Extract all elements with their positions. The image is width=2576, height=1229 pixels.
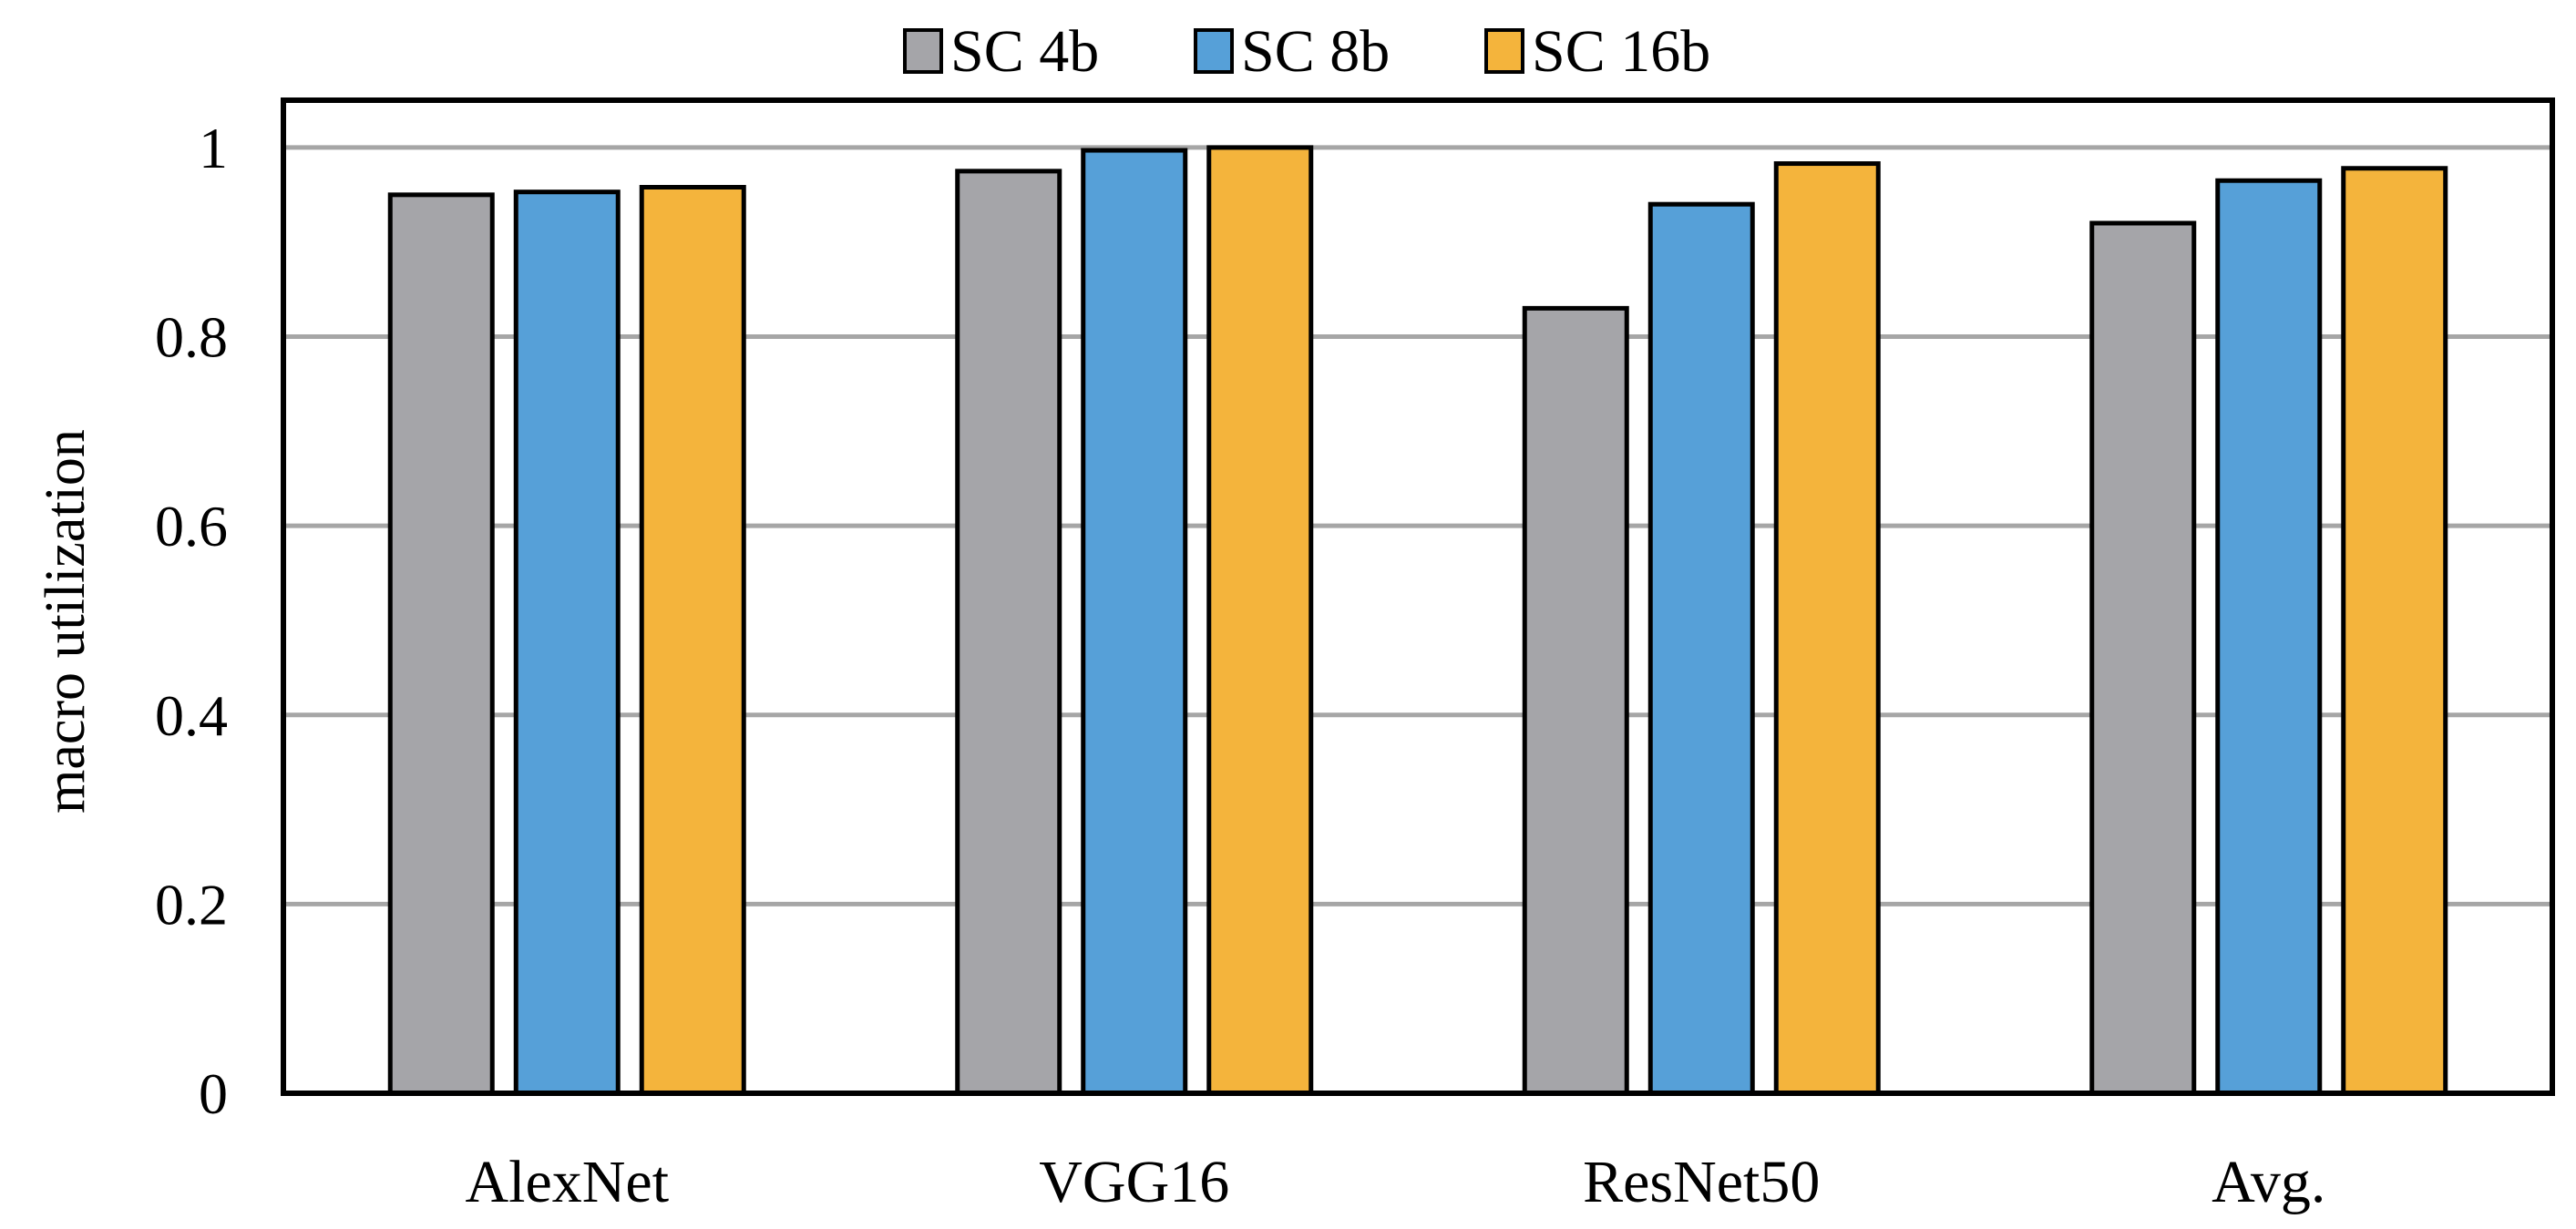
bar-sc-8b-avg: [2215, 178, 2323, 1096]
bar-sc-16b-alexnet: [639, 185, 746, 1096]
legend-label: SC 8b: [1241, 18, 1390, 85]
plot-frame: [281, 97, 2555, 1096]
bar-sc-8b-resnet50: [1647, 201, 1755, 1096]
bar-sc-8b-vgg16: [1081, 148, 1188, 1096]
bars: [387, 145, 2448, 1096]
y-axis-label: macro utilization: [35, 429, 97, 814]
y-tick-label: 0.6: [155, 494, 228, 558]
y-tick-label: 1: [199, 116, 228, 180]
y-tick-label: 0.2: [155, 872, 228, 937]
bar-sc-16b-resnet50: [1773, 161, 1881, 1096]
y-tick-labels: 0 0.2 0.4 0.6 0.8 1: [155, 116, 228, 1126]
y-tick-label: 0: [199, 1061, 228, 1126]
x-tick-label: VGG16: [1039, 1149, 1229, 1215]
bar-sc-4b-resnet50: [1522, 305, 1629, 1096]
x-tick-label: AlexNet: [465, 1149, 669, 1215]
legend-swatch: [903, 28, 943, 74]
legend-swatch: [1194, 28, 1234, 74]
x-tick-label: Avg.: [2212, 1149, 2325, 1215]
y-tick-label: 0.8: [155, 305, 228, 370]
bar-sc-16b-avg: [2341, 166, 2448, 1096]
bar-sc-4b-vgg16: [955, 169, 1062, 1096]
bar-sc-16b-vgg16: [1206, 145, 1314, 1096]
legend: SC 4b SC 8b SC 16b: [903, 18, 1710, 85]
legend-label: SC 16b: [1532, 18, 1710, 85]
bar-sc-4b-alexnet: [387, 192, 495, 1096]
legend-swatch: [1484, 28, 1524, 74]
bar-sc-4b-avg: [2089, 220, 2197, 1096]
bar-sc-8b-alexnet: [513, 189, 621, 1096]
y-tick-label: 0.4: [155, 683, 228, 748]
x-tick-label: ResNet50: [1583, 1149, 1820, 1215]
legend-label: SC 4b: [950, 18, 1099, 85]
x-tick-labels: AlexNet VGG16 ResNet50 Avg.: [465, 1149, 2325, 1215]
